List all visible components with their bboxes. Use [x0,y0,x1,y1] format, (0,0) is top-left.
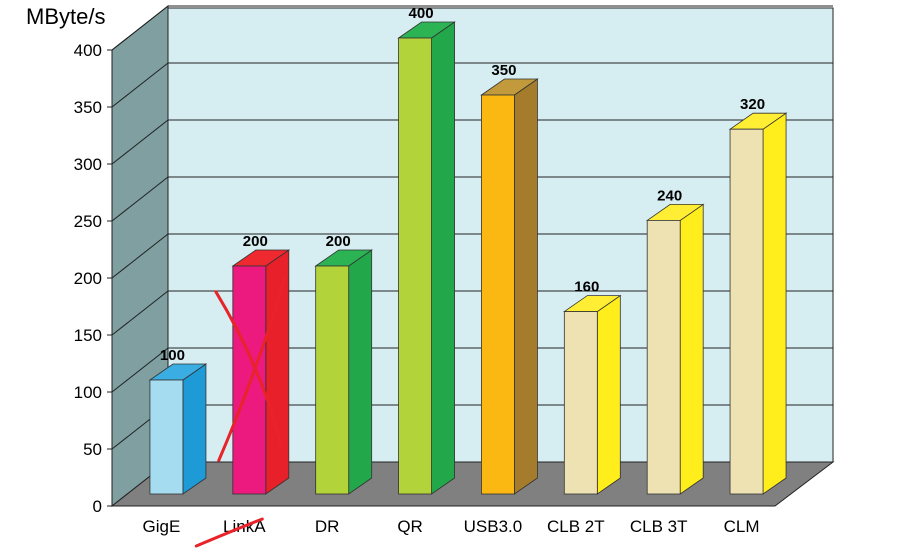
bar-side [348,249,373,495]
bar-side [596,294,621,495]
cross-out-marks [194,276,287,548]
y-tick-label: 50 [83,440,102,459]
bar-side [514,78,538,495]
x-tick-label: USB3.0 [464,517,523,536]
y-tick-label: 250 [74,212,102,231]
label-strike-line [194,517,264,548]
grid-line-side [111,347,169,393]
bar-front [481,94,515,495]
bar-value-label: 160 [574,279,599,296]
bar-front [729,128,764,495]
bars-group: 100 200 200 400 350 160 240 320 [148,5,788,495]
bar-value-label: 320 [740,96,765,113]
bar-dr: 200 [314,233,373,495]
floor [110,461,835,507]
bar-clm: 320 [728,96,788,495]
x-tick-label: CLB 3T [630,517,688,536]
bar-value-label: 200 [243,233,268,250]
bar-front [398,37,432,495]
x-tick-label: CLB 2T [547,517,605,536]
x-tick-label: CLM [724,517,760,536]
bar-value-label: 240 [657,187,682,204]
bar-gige: 100 [148,347,208,495]
grid-line-side [111,233,169,279]
grid-line-side [111,290,169,336]
x-tick-label: GigE [143,517,181,536]
x-tick-label: QR [397,517,423,536]
bar-side [762,112,787,495]
chart-walls [110,4,835,508]
y-tick-label: 0 [93,497,102,516]
bar-front [149,379,184,495]
bar-qr: 400 [397,5,456,495]
bar-side [182,363,207,495]
y-tick-label: 350 [74,98,102,117]
bar-side [679,203,704,495]
y-tick-label: 100 [74,383,102,402]
grid-line-side [111,5,169,51]
y-axis-label: MByte/s [26,4,105,29]
y-tick-label: 300 [74,155,102,174]
bar-clb-2t: 160 [563,279,622,495]
bar-front [563,311,598,495]
bar-value-label: 350 [491,62,516,79]
y-tick-labels: 0 50 100 150 200 250 300 350 400 [74,41,102,516]
bar-side [265,249,290,495]
bar-usb3-0: 350 [480,62,539,495]
bar-front [315,265,350,495]
bar-value-label: 100 [160,347,185,364]
bar-value-label: 200 [326,233,351,250]
bar-side [431,21,455,495]
y-tick-label: 400 [74,41,102,60]
bar-linka: 200 [231,233,291,495]
grid-line-side [111,119,169,165]
bar-clb-3t: 240 [645,187,705,495]
bar-front [646,219,681,495]
grid-line-side [111,176,169,222]
x-tick-label: DR [315,517,340,536]
bar-value-label: 400 [409,5,434,22]
grid-line-side [111,62,169,108]
x-tick-labels: GigE LinkA DR QR USB3.0 CLB 2T CLB 3T CLM [143,517,760,536]
y-tick-label: 150 [74,326,102,345]
cross-line [217,276,287,462]
y-tick-label: 200 [74,269,102,288]
